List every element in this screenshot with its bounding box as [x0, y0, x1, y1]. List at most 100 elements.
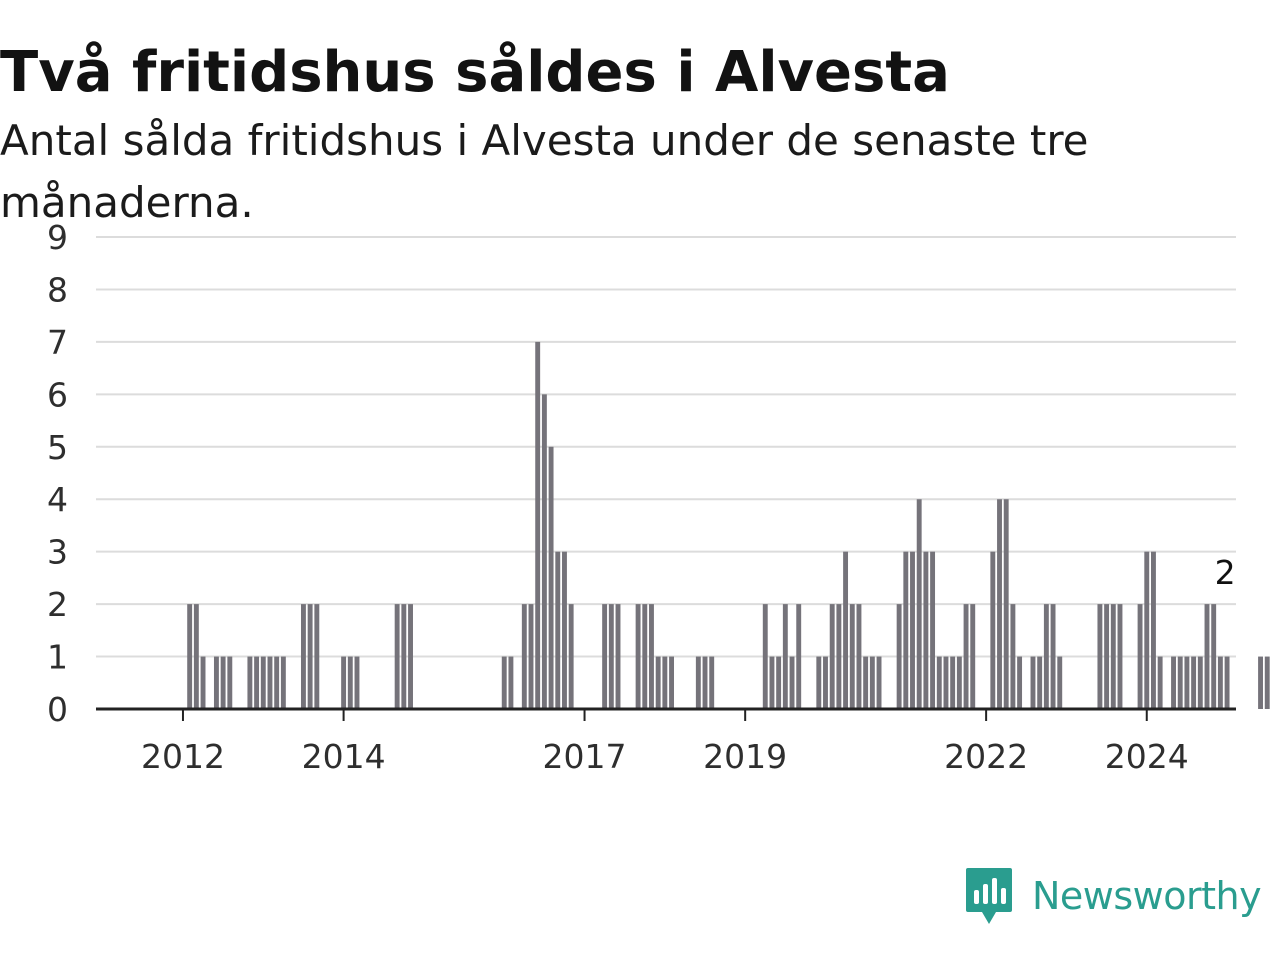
bar: [307, 604, 313, 709]
x-tick-label: 2014: [302, 737, 386, 776]
bar: [956, 656, 962, 709]
bar: [187, 604, 193, 709]
bar: [1137, 604, 1143, 709]
bar: [274, 656, 280, 709]
bar: [227, 656, 233, 709]
bar: [1057, 656, 1063, 709]
bar: [669, 656, 674, 709]
bar: [849, 604, 855, 709]
y-tick-label: 4: [47, 480, 68, 519]
bar: [548, 446, 554, 709]
bar: [649, 604, 654, 709]
bar: [200, 656, 206, 709]
bar: [521, 604, 527, 709]
bar: [555, 551, 561, 709]
bar: [782, 604, 788, 709]
axes: [96, 707, 1236, 721]
bar: [702, 656, 708, 709]
bar: [280, 656, 286, 709]
bar: [1037, 656, 1043, 709]
labels: 0 1 2 3 4 5 6 7 8 9 2012 2014 2017 2019 2022 2024 2: [47, 218, 1239, 776]
chart-subtitle: Antal sålda fritidshus i Alvesta under d…: [0, 116, 1089, 227]
bar: [789, 656, 795, 709]
bar: [876, 656, 882, 709]
bar: [903, 551, 909, 709]
bar: [1110, 604, 1116, 709]
bar: [1171, 656, 1176, 709]
x-tick-label: 2024: [1105, 737, 1189, 776]
bar: [869, 656, 875, 709]
brand-logo: Newsworthy: [964, 864, 1262, 928]
bar: [1197, 656, 1203, 709]
bar: [213, 656, 219, 709]
bar: [615, 604, 621, 709]
bar: [1030, 656, 1036, 709]
bar: [829, 604, 835, 709]
y-tick-label: 3: [47, 533, 68, 572]
bar: [1217, 656, 1223, 709]
bar: [568, 604, 574, 709]
y-tick-label: 6: [47, 375, 68, 414]
bar: [823, 656, 828, 709]
bar-chart: 0 1 2 3 4 5 6 7 8 9 2012 2014 2017 2019 2022 2024 2: [47, 218, 1270, 776]
bar: [970, 604, 976, 709]
bar: [535, 341, 541, 709]
bar: [1097, 604, 1103, 709]
bar: [341, 656, 347, 709]
bar: [267, 656, 273, 709]
bar: [1010, 604, 1016, 709]
y-tick-label: 9: [47, 218, 68, 257]
x-tick-label: 2022: [944, 737, 1028, 776]
bar: [1204, 604, 1210, 709]
bar: [642, 604, 648, 709]
bars: [187, 341, 1270, 709]
bar: [347, 656, 353, 709]
data-label: 2: [1215, 553, 1236, 592]
x-tick-label: 2012: [141, 737, 225, 776]
bar: [910, 551, 915, 709]
bar: [843, 551, 849, 709]
bar: [1224, 656, 1230, 709]
bar: [662, 656, 668, 709]
bar: [220, 656, 226, 709]
bar: [247, 656, 253, 709]
bar: [314, 604, 320, 709]
bar: [997, 499, 1002, 709]
bar: [1117, 604, 1123, 709]
y-tick-label: 8: [47, 270, 68, 309]
bar: [916, 499, 922, 709]
bar: [1017, 656, 1023, 709]
bar: [863, 656, 869, 709]
bar: [923, 551, 929, 709]
bar: [408, 604, 413, 709]
bar: [1211, 604, 1217, 709]
bar: [260, 656, 266, 709]
bar: [1157, 656, 1163, 709]
y-tick-label: 5: [47, 428, 68, 467]
bar: [635, 604, 641, 709]
gridlines: [96, 236, 1236, 658]
bar: [608, 604, 614, 709]
bar: [856, 604, 862, 709]
bar: [602, 604, 608, 709]
bar: [528, 604, 534, 709]
bar: [300, 604, 306, 709]
x-tick-label: 2019: [703, 737, 787, 776]
bar: [896, 604, 902, 709]
bar: [1184, 656, 1190, 709]
bar: [1177, 656, 1183, 709]
bar: [1043, 604, 1049, 709]
y-tick-label: 7: [47, 323, 68, 362]
bar: [930, 551, 936, 709]
bar: [816, 656, 822, 709]
bar: [1258, 656, 1263, 709]
bar: [950, 656, 956, 709]
bar: [1144, 551, 1150, 709]
bar: [776, 656, 782, 709]
x-tick-label: 2017: [543, 737, 627, 776]
bar: [963, 604, 969, 709]
bar: [1050, 604, 1056, 709]
bar: [936, 656, 942, 709]
bar: [354, 656, 360, 709]
bar: [1191, 656, 1197, 709]
